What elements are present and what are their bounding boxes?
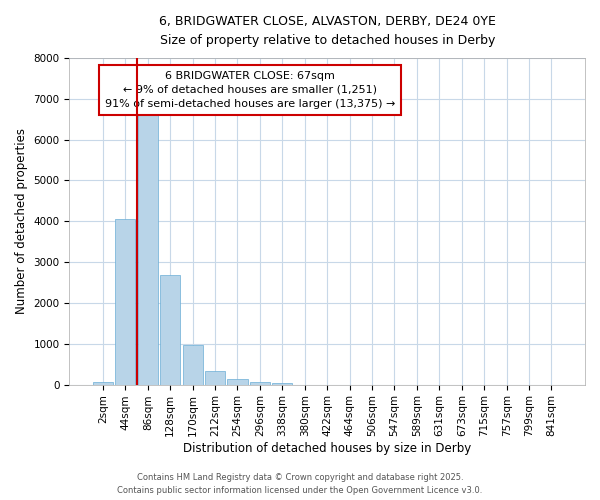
Bar: [137, 114, 158, 384]
Bar: [160, 275, 181, 384]
Bar: [227, 380, 248, 384]
Text: 6 BRIDGWATER CLOSE: 67sqm
← 9% of detached houses are smaller (1,251)
91% of sem: 6 BRIDGWATER CLOSE: 67sqm ← 9% of detach…: [104, 71, 395, 109]
Bar: [182, 345, 203, 385]
Bar: [272, 382, 292, 384]
Title: 6, BRIDGWATER CLOSE, ALVASTON, DERBY, DE24 0YE
Size of property relative to deta: 6, BRIDGWATER CLOSE, ALVASTON, DERBY, DE…: [159, 15, 496, 47]
Bar: [250, 382, 270, 384]
Bar: [205, 371, 225, 384]
Text: Contains HM Land Registry data © Crown copyright and database right 2025.
Contai: Contains HM Land Registry data © Crown c…: [118, 474, 482, 495]
X-axis label: Distribution of detached houses by size in Derby: Distribution of detached houses by size …: [183, 442, 472, 455]
Y-axis label: Number of detached properties: Number of detached properties: [15, 128, 28, 314]
Bar: [115, 219, 136, 384]
Bar: [93, 382, 113, 384]
